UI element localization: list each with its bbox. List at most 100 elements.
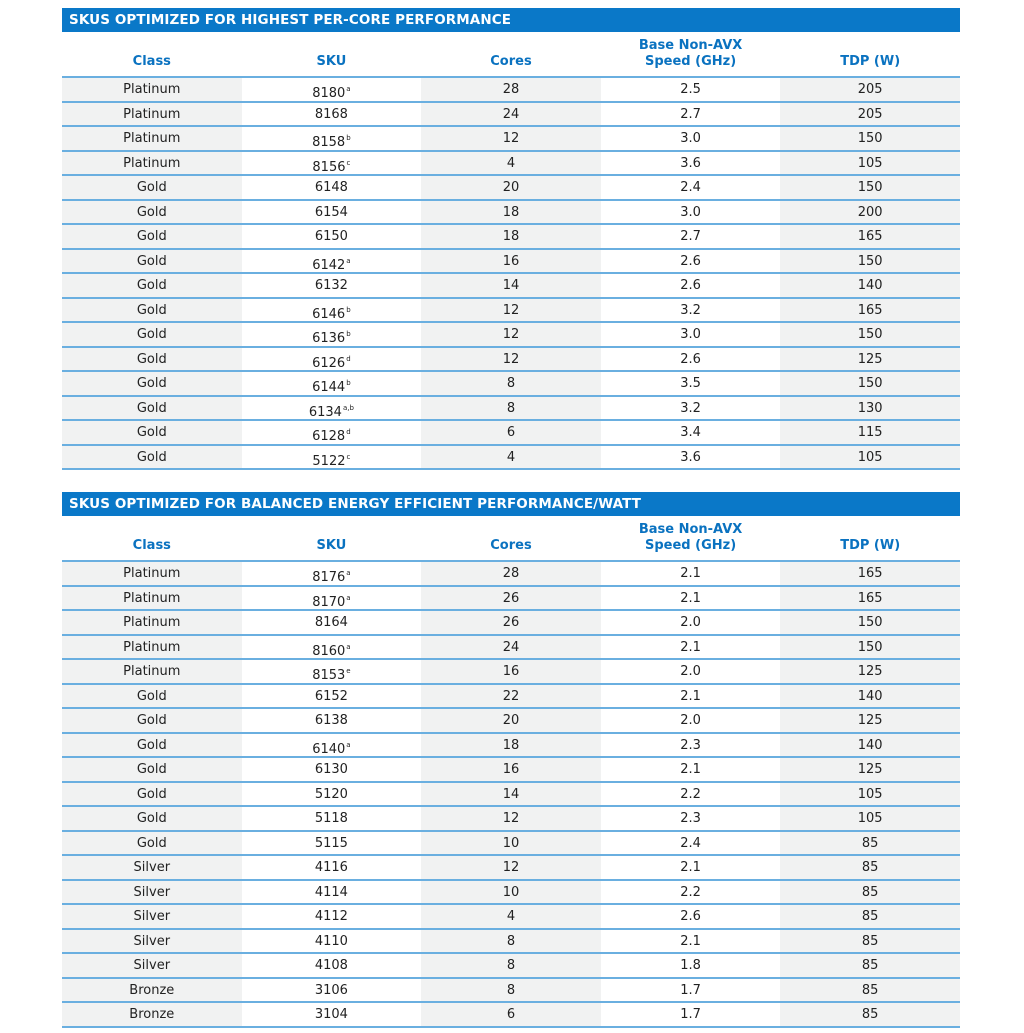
cell-tdp: 150: [780, 323, 960, 346]
table-row: Gold 5122c 4 3.6 105: [62, 445, 960, 470]
cell-cores: 12: [421, 347, 601, 370]
sku-number: 6150: [314, 229, 348, 244]
sku-number: 6144: [312, 380, 346, 395]
cell-tdp: 125: [780, 758, 960, 781]
table-row: Platinum 8156c 4 3.6 105: [62, 151, 960, 176]
cell-sku: 6138: [242, 709, 422, 732]
cell-cores: 8: [421, 978, 601, 1001]
sku-footnote: b: [346, 305, 351, 314]
cell-speed: 2.1: [680, 933, 701, 949]
table-row: Gold 6152 22 2.1 140: [62, 684, 960, 709]
table-row: Gold 5120 14 2.2 105: [62, 782, 960, 807]
table-row: Gold 5118 12 2.3 105: [62, 807, 960, 832]
table-row: Gold 6144b 8 3.5 150: [62, 372, 960, 397]
cell-sku: 8164: [242, 611, 422, 634]
cell-speed: 2.0: [680, 713, 701, 728]
cell-sku: 5118: [242, 807, 422, 830]
cell-class: Gold: [62, 176, 242, 199]
table-row: Platinum 8170a 26 2.1 165: [62, 586, 960, 611]
header-class: Class: [132, 538, 171, 553]
sku-footnote: c: [346, 158, 351, 167]
cell-sku: 6148: [242, 176, 422, 199]
cell-tdp: 150: [780, 176, 960, 199]
sku-footnote: a: [346, 85, 351, 93]
cell-sku: 4116: [242, 856, 422, 879]
cell-class: Silver: [62, 954, 242, 977]
cell-cores: 16: [421, 758, 601, 781]
cell-tdp: 85: [780, 880, 960, 903]
sku-footnote: c: [346, 452, 351, 461]
cell-tdp: 150: [780, 372, 960, 395]
cell-tdp: 125: [780, 660, 960, 683]
cell-tdp: 150: [780, 127, 960, 150]
header-row: Class SKU Cores Base Non-AVX Speed (GHz) TDP…: [62, 516, 960, 562]
cell-speed: 2.5: [680, 82, 701, 97]
table-row: Platinum 8168 24 2.7 205: [62, 102, 960, 127]
cell-speed: 3.6: [680, 155, 701, 171]
section-title: SKUS OPTIMIZED FOR HIGHEST PER-CORE PERF…: [62, 8, 960, 32]
cell-class: Gold: [62, 709, 242, 732]
cell-class: Bronze: [62, 1003, 242, 1026]
cell-cores: 26: [421, 586, 601, 609]
cell-class: Gold: [62, 396, 242, 419]
header-tdp: TDP (W): [840, 538, 901, 553]
sku-number: 8176: [312, 570, 346, 585]
table-row: Silver 4116 12 2.1 85: [62, 856, 960, 881]
cell-sku: 4110: [242, 930, 422, 953]
cell-class: Bronze: [62, 978, 242, 1001]
sku-number: 5118: [314, 811, 348, 826]
sku-number: 8180: [312, 86, 346, 101]
cell-class: Gold: [62, 684, 242, 707]
cell-speed: 2.2: [680, 884, 701, 900]
header-cores: Cores: [490, 54, 532, 69]
cell-cores: 6: [421, 1003, 601, 1026]
cell-tdp: 165: [780, 298, 960, 321]
cell-class: Silver: [62, 880, 242, 903]
cell-tdp: 150: [780, 249, 960, 272]
sku-number: 8170: [312, 594, 346, 610]
cell-sku: 6128d: [242, 421, 422, 444]
table-row: Gold 6128d 6 3.4 115: [62, 421, 960, 446]
cell-speed: 2.2: [680, 786, 701, 802]
cell-tdp: 150: [780, 611, 960, 634]
header-row: Class SKU Cores Base Non-AVX Speed (GHz) TDP…: [62, 32, 960, 78]
cell-cores: 8: [421, 929, 601, 952]
cell-cores: 20: [421, 176, 601, 199]
cell-speed: 2.6: [680, 253, 701, 269]
sku-number: 8164: [314, 615, 348, 630]
header-cores: Cores: [490, 538, 532, 553]
sku-footnote: a,b: [342, 403, 354, 412]
sku-footnote: a: [346, 256, 351, 265]
cell-sku: 6144b: [242, 372, 422, 395]
table-row: Gold 6132 14 2.6 140: [62, 274, 960, 299]
sku-number: 6132: [314, 278, 348, 293]
cell-speed: 2.7: [680, 229, 701, 244]
sku-number: 6140: [312, 741, 346, 757]
sku-number: 8158: [312, 135, 346, 150]
cell-speed: 3.2: [680, 400, 701, 416]
cell-tdp: 165: [780, 586, 960, 609]
cell-cores: 28: [421, 562, 601, 585]
table-row: Silver 4110 8 2.1 85: [62, 929, 960, 954]
sku-number: 4116: [314, 860, 348, 875]
sku-number: 6128: [312, 429, 346, 444]
cell-class: Platinum: [62, 611, 242, 634]
sku-number: 5115: [314, 835, 348, 851]
cell-sku: 8170a: [242, 587, 422, 610]
sku-number: 3106: [314, 982, 348, 998]
cell-speed: 2.4: [680, 180, 701, 195]
cell-cores: 12: [421, 856, 601, 879]
cell-cores: 16: [421, 660, 601, 683]
cell-sku: 3104: [242, 1003, 422, 1026]
cell-speed: 2.1: [680, 590, 701, 606]
cell-cores: 8: [421, 954, 601, 977]
cell-class: Platinum: [62, 635, 242, 658]
cell-tdp: 205: [780, 102, 960, 125]
sku-number: 6134: [308, 404, 342, 420]
cell-speed: 3.2: [680, 302, 701, 318]
cell-class: Gold: [62, 249, 242, 272]
cell-class: Gold: [62, 733, 242, 756]
cell-class: Gold: [62, 445, 242, 468]
cell-tdp: 125: [780, 347, 960, 370]
cell-speed: 2.1: [680, 688, 701, 704]
